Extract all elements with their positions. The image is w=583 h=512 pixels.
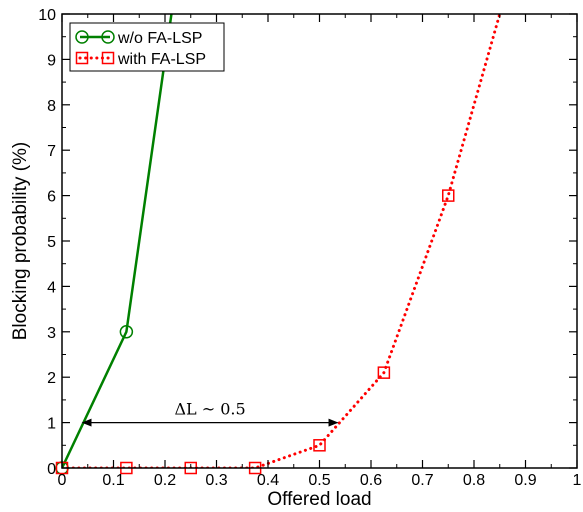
y-tick-label: 7 xyxy=(47,143,56,160)
legend-label-1: w/o FA-LSP xyxy=(117,30,202,47)
x-tick-label: 0.9 xyxy=(514,472,536,489)
data-point-2 xyxy=(377,366,391,379)
data-point-2 xyxy=(442,189,455,202)
y-tick-label: 8 xyxy=(47,98,56,115)
y-tick-label: 5 xyxy=(47,234,56,251)
y-tick-label: 1 xyxy=(47,416,56,433)
legend: w/o FA-LSP with FA-LSP xyxy=(69,22,225,72)
legend-marker-1 xyxy=(75,30,89,44)
y-tick-label: 6 xyxy=(47,189,56,206)
y-tick-label: 9 xyxy=(47,52,56,69)
x-axis-label: Offered load xyxy=(267,489,371,510)
x-tick-label: 0 xyxy=(58,472,67,489)
x-tick-label: 0.1 xyxy=(102,472,124,489)
x-tick-label: 0.4 xyxy=(257,472,279,489)
legend-marker-1 xyxy=(101,30,115,44)
x-tick-label: 0.2 xyxy=(154,472,176,489)
legend-label-2: with FA-LSP xyxy=(117,51,206,68)
legend-marker-2 xyxy=(101,51,115,65)
x-tick-label: 1 xyxy=(573,472,582,489)
x-tick-label: 0.5 xyxy=(308,472,330,489)
legend-marker-2 xyxy=(75,51,89,65)
x-tick-label: 0.8 xyxy=(463,472,485,489)
data-point-1 xyxy=(119,325,134,339)
y-tick-label: 4 xyxy=(47,279,56,296)
x-tick-label: 0.7 xyxy=(411,472,433,489)
y-tick-label: 10 xyxy=(38,7,56,24)
y-tick-label: 0 xyxy=(47,461,56,478)
legend-box xyxy=(69,22,225,72)
y-tick-label: 2 xyxy=(47,370,56,387)
delta-l-annotation: ΔL ~ 0.5 xyxy=(174,400,245,419)
x-tick-label: 0.6 xyxy=(360,472,382,489)
y-tick-label: 3 xyxy=(47,325,56,342)
x-tick-label: 0.3 xyxy=(205,472,227,489)
data-point-2 xyxy=(313,439,326,452)
series-line-2 xyxy=(62,14,502,468)
y-axis-label: Blocking probability (%) xyxy=(10,142,31,341)
